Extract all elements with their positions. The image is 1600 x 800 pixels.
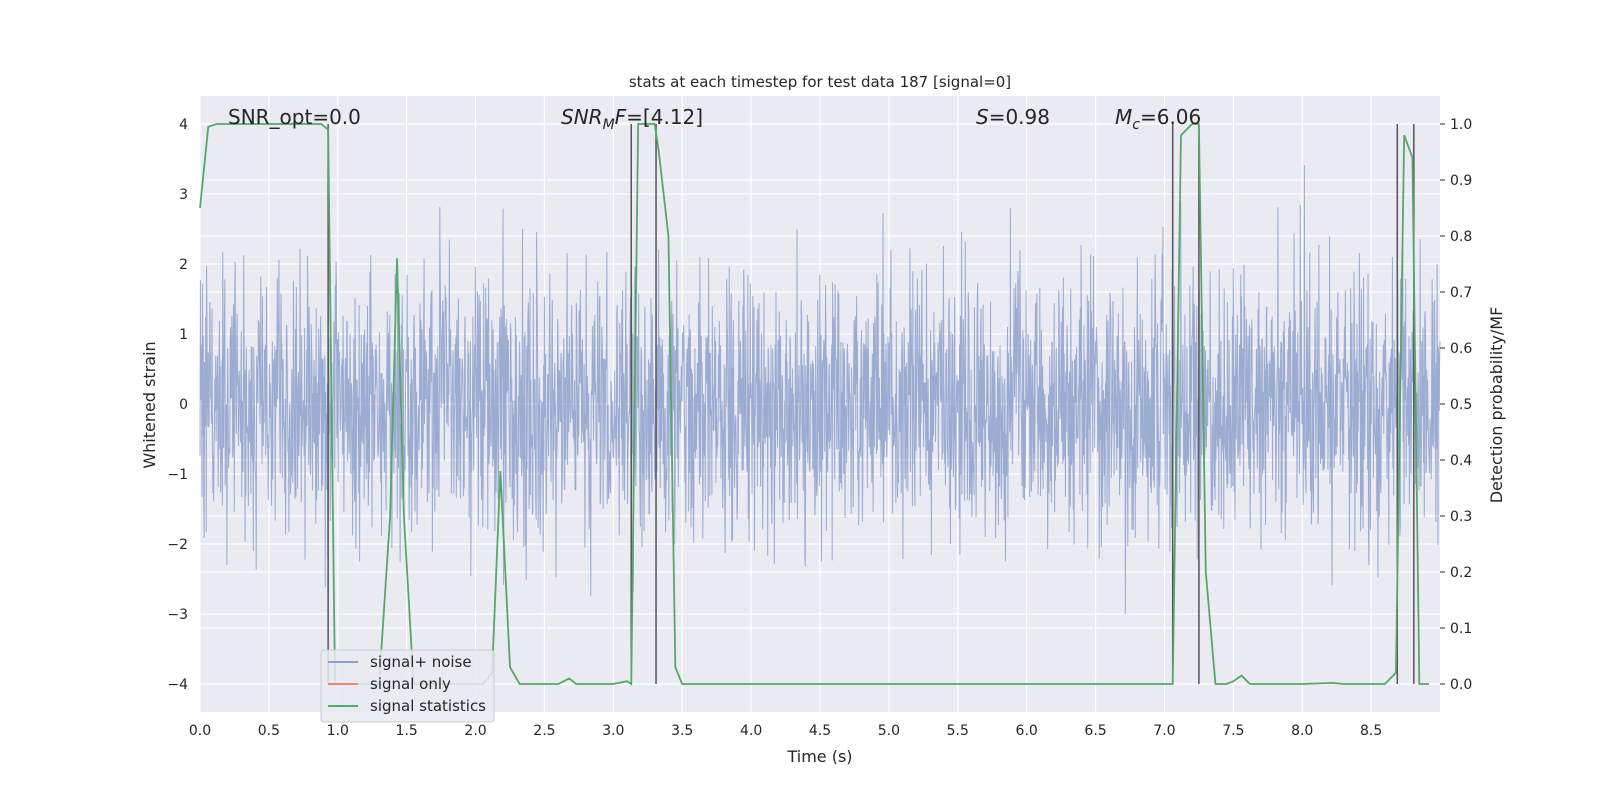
x-tick-label: 2.5 (533, 723, 555, 739)
legend: signal+ noise signal only signal statist… (320, 649, 495, 723)
annotation-snr-mf-rest: =[4.12] (626, 105, 703, 129)
signal-noise-series (199, 165, 1441, 615)
chart-title: stats at each timestep for test data 187… (629, 73, 1011, 91)
legend-label-signal-noise: signal+ noise (370, 653, 472, 671)
y-tick-label: 4 (179, 117, 188, 133)
legend-label-signal-statistics: signal statistics (370, 697, 486, 715)
y2-tick-label: 0.9 (1450, 173, 1472, 189)
x-tick-label: 1.0 (327, 723, 349, 739)
x-tick-label: 6.5 (1084, 723, 1106, 739)
annotation-s-italic: S (976, 105, 989, 129)
annotation-snr-mf: SNRMF=[4.12] (561, 105, 703, 133)
legend-label-signal-only: signal only (370, 675, 451, 693)
y-tick-label: −2 (167, 537, 188, 553)
detection-vertical-lines (327, 124, 1415, 684)
annotation-mc: Mc=6.06 (1115, 105, 1201, 133)
x-tick-label: 5.5 (947, 723, 969, 739)
x-tick-label: 7.5 (1222, 723, 1244, 739)
annotation-snr-mf-sub: M (603, 117, 615, 133)
y2-tick-label: 0.4 (1450, 453, 1472, 469)
x-tick-label: 3.5 (671, 723, 693, 739)
x-tick-label: 4.5 (809, 723, 831, 739)
x-tick-label: 3.0 (602, 723, 624, 739)
y-tick-label: −4 (167, 677, 188, 693)
x-tick-label: 8.0 (1291, 723, 1313, 739)
y-tick-label: −3 (167, 607, 188, 623)
y-tick-label: 3 (179, 187, 188, 203)
annotation-mc-rest: =6.06 (1140, 105, 1201, 129)
y2-tick-label: 0.0 (1450, 677, 1472, 693)
y2-tick-label: 0.2 (1450, 565, 1472, 581)
x-tick-label: 8.5 (1360, 723, 1382, 739)
x-tick-label: 2.0 (464, 723, 486, 739)
x-axis-label: Time (s) (786, 747, 852, 766)
signal-statistics-line (199, 123, 1429, 686)
y-tick-label: 0 (179, 397, 188, 413)
annotation-mc-sub: c (1132, 117, 1140, 133)
y2-tick-label: 1.0 (1450, 117, 1472, 133)
y-tick-label: 2 (179, 257, 188, 273)
y-tick-label: −1 (167, 467, 188, 483)
y2-tick-label: 0.1 (1450, 621, 1472, 637)
legend-box (320, 649, 495, 723)
y2-tick-label: 0.3 (1450, 509, 1472, 525)
x-tick-labels: 0.0 0.5 1.0 1.5 2.0 2.5 3.0 3.5 4.0 4.5 5.0 5.5 6.0 6… (189, 723, 1382, 739)
x-tick-label: 4.0 (740, 723, 762, 739)
y2-tick-label: 0.6 (1450, 341, 1472, 357)
signal-statistics-series (199, 123, 1429, 686)
annotation-snr-mf-rest-f: F (615, 105, 627, 129)
y2-axis-label: Detection probability/MF (1487, 307, 1506, 504)
annotation-s: S=0.98 (976, 105, 1050, 129)
x-tick-label: 1.5 (396, 723, 418, 739)
signal-noise-line (199, 165, 1441, 615)
y2-tick-label: 0.5 (1450, 397, 1472, 413)
y2-tick-label: 0.8 (1450, 229, 1472, 245)
annotation-snr-opt: SNR_opt=0.0 (228, 105, 361, 129)
annotation-mc-italic: M (1115, 105, 1132, 129)
annotation-snr-mf-base: SNR (561, 105, 603, 129)
annotation-s-rest: =0.98 (989, 105, 1050, 129)
y-axis-label: Whitened strain (140, 341, 159, 468)
x-tick-label: 7.0 (1153, 723, 1175, 739)
y2-tick-labels: 1.0 0.9 0.8 0.7 0.6 0.5 0.4 0.3 0.2 0.1 0.0 (1440, 117, 1472, 693)
x-tick-label: 0.5 (258, 723, 280, 739)
x-tick-label: 0.0 (189, 723, 211, 739)
y-tick-label: 1 (179, 327, 188, 343)
y2-tick-label: 0.7 (1450, 285, 1472, 301)
x-tick-label: 5.0 (878, 723, 900, 739)
y-tick-labels: 4 3 2 1 0 −1 −2 −3 −4 (167, 117, 188, 693)
x-tick-label: 6.0 (1016, 723, 1038, 739)
